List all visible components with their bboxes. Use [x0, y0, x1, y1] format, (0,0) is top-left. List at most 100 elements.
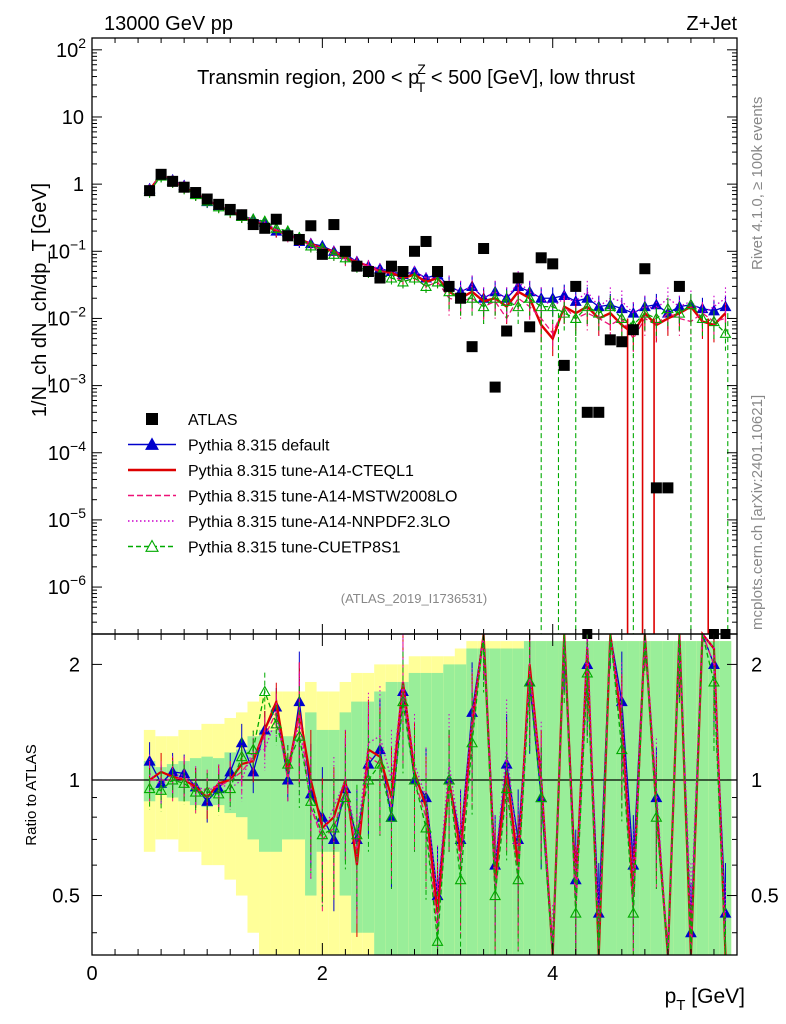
atlas-data-point [650, 482, 662, 494]
ratio-marker-4 [385, 811, 398, 822]
atlas-data-point [397, 266, 409, 278]
atlas-data-point [604, 334, 616, 346]
ratio-band-stat [581, 641, 594, 955]
main-ytick-label: 10−2 [48, 303, 86, 330]
ratio-marker-4 [155, 784, 168, 795]
ratio-ytick-label: 0.5 [52, 886, 80, 908]
atlas-data-point [524, 321, 536, 333]
main-axes: 10−6 10−5 10−4 10−3 10−2 10−1 1 10 102 [48, 35, 738, 635]
ratio-marker-4 [581, 666, 594, 678]
legend-label: ATLAS [188, 412, 238, 429]
main-marker-4 [535, 300, 548, 312]
atlas-data-point [270, 213, 282, 225]
main-marker-4 [684, 298, 697, 310]
atlas-data-point [581, 406, 593, 418]
ratio-marker-4 [650, 811, 663, 822]
ratio-marker-4 [489, 889, 502, 901]
ratio-marker-4 [350, 828, 363, 840]
ratio-band-stat [259, 729, 271, 852]
main-ytick-label: 10−5 [48, 505, 86, 532]
ratio-ytick-label: 1 [69, 770, 80, 792]
ratio-marker-4 [431, 935, 444, 946]
main-marker-4 [489, 292, 502, 303]
legend-label: Pythia 8.315 tune-A14-NNPDF2.3LO [188, 514, 450, 531]
main-marker-4 [708, 315, 720, 327]
main-data-layer [143, 168, 732, 639]
atlas-data-point [489, 381, 501, 393]
main-marker-4 [592, 306, 605, 318]
ratio-marker-4 [212, 787, 225, 799]
ratio-band-stat [489, 648, 501, 955]
ratio-marker-4 [466, 736, 479, 748]
atlas-data-point [627, 324, 639, 336]
ratio-band-stat [604, 641, 617, 955]
main-marker-4 [500, 295, 513, 306]
legend-label: Pythia 8.315 tune-A14-CTEQL1 [188, 463, 414, 480]
ratio-band-stat [466, 648, 478, 955]
analysis-id: (ATLAS_2019_I1736531) [341, 591, 487, 606]
x-tick-label: 2 [317, 963, 328, 985]
ratio-band-stat [673, 641, 686, 955]
atlas-data-point [178, 181, 190, 193]
ratio-ytick-label-right: 1 [751, 770, 762, 792]
main-series-line-3 [149, 174, 726, 314]
ratio-band-stat [293, 736, 306, 840]
ratio-marker-4 [304, 795, 317, 806]
main-marker-4 [466, 292, 479, 303]
ratio-marker-4 [454, 873, 467, 885]
main-marker-4 [696, 312, 709, 323]
atlas-data-point [339, 245, 351, 257]
rivet-label: Rivet 4.1.0, ≥ 100k events [749, 97, 766, 270]
main-ytick-label: 10 [62, 107, 84, 129]
main-ytick-label: 10−1 [48, 236, 86, 263]
legend-marker [145, 539, 159, 552]
atlas-data-point [305, 220, 317, 232]
main-marker-4 [546, 300, 559, 312]
ratio-band-stat [270, 729, 283, 852]
main-marker-4 [512, 300, 525, 312]
ratio-marker-4 [500, 782, 513, 794]
atlas-data-point [201, 193, 213, 205]
atlas-data-point [213, 198, 225, 210]
ratio-band-stat [477, 648, 490, 955]
atlas-data-point [282, 230, 294, 242]
main-ytick-label: 102 [56, 35, 86, 62]
atlas-data-point [558, 359, 570, 371]
atlas-data-point [535, 252, 547, 264]
ratio-marker-4 [374, 757, 386, 769]
main-marker-4 [615, 312, 628, 323]
header-left: 13000 GeV pp [104, 13, 233, 35]
x-axis-label: pT [GeV] [665, 985, 745, 1014]
legend-label: Pythia 8.315 tune-CUETP8S1 [188, 540, 401, 557]
ratio-band-stat [696, 641, 709, 955]
ratio-data-layer [92, 630, 737, 956]
atlas-data-point [455, 292, 467, 304]
main-ytick-label: 10−3 [48, 371, 86, 398]
main-marker-4 [304, 239, 317, 251]
ratio-band-stat [593, 641, 605, 955]
atlas-data-point [409, 245, 420, 257]
atlas-data-point [593, 406, 605, 418]
main-marker-4 [420, 280, 432, 291]
atlas-data-point [362, 266, 374, 278]
ratio-band-stat [719, 641, 732, 955]
atlas-data-point [144, 185, 156, 197]
main-title: Transmin region, 200 < pZ T < 500 [GeV], … [197, 61, 635, 95]
ratio-marker-4 [166, 773, 179, 785]
ratio-marker-4 [281, 757, 294, 769]
atlas-data-point [374, 272, 386, 284]
ratio-band-stat [569, 641, 582, 955]
main-marker-4 [661, 302, 674, 314]
main-marker-4 [650, 312, 663, 323]
x-tick-label: 0 [86, 963, 97, 985]
main-ytick-label: 10−4 [48, 438, 86, 465]
ratio-band-stat [685, 641, 697, 955]
main-series-line-0 [149, 174, 726, 314]
legend-marker-atlas [146, 413, 158, 425]
main-marker-4 [673, 306, 686, 318]
atlas-data-point [673, 280, 685, 292]
ratio-band-stat [708, 641, 720, 955]
atlas-data-point [443, 280, 455, 292]
header-right: Z+Jet [686, 13, 737, 35]
ratio-marker-4 [535, 791, 548, 803]
